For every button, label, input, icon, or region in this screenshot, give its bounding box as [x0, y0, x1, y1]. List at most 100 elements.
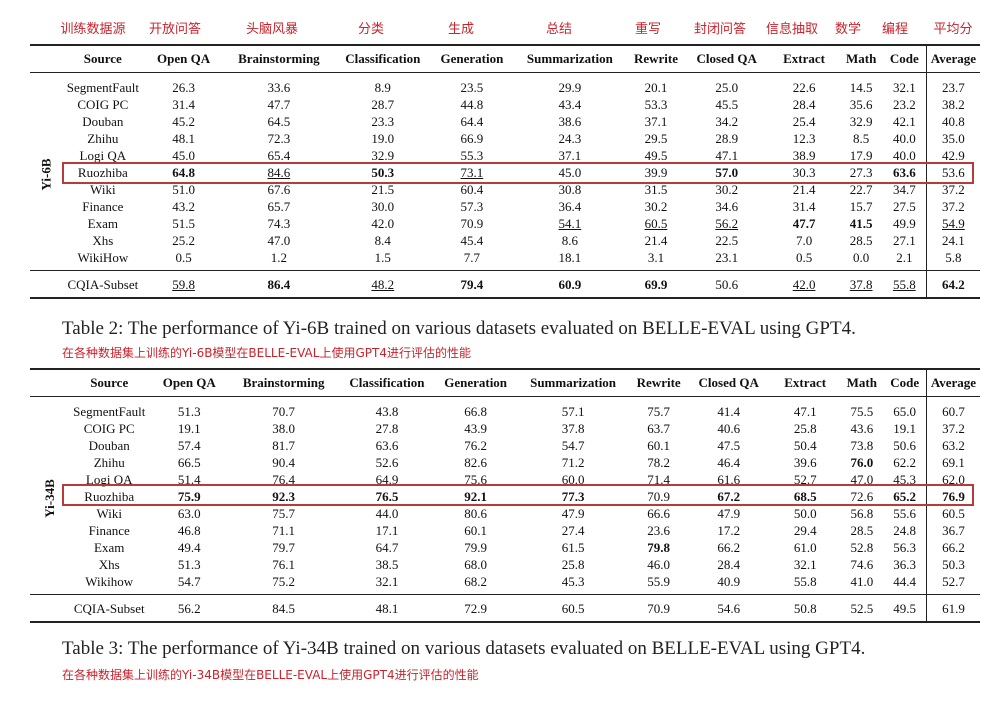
source-cell: Xhs: [92, 233, 114, 248]
column-header: Classification: [334, 44, 432, 73]
value-cell: 64.2: [925, 270, 980, 299]
value-cell: 37.2: [925, 198, 980, 215]
value-cell: 0.5: [795, 250, 813, 265]
value-cell: 57.1: [561, 404, 585, 419]
value-cell: 74.6: [850, 557, 874, 572]
value-cell: 1.5: [374, 250, 391, 265]
value-cell: 49.9: [892, 216, 916, 231]
value-cell: 37.1: [558, 148, 582, 163]
source-cell: Logi QA: [85, 472, 133, 487]
header-row: Source Open QA Brainstorming Classification…: [30, 44, 980, 73]
source-cell: SegmentFault: [66, 80, 139, 95]
table3-caption-zh: 在各种数据集上训练的Yi-34B模型在BELLE-EVAL上使用GPT4进行评估…: [62, 668, 479, 682]
value-cell: 75.7: [272, 506, 296, 521]
column-header: Closed QA: [687, 368, 771, 397]
chinese-header-cell: 封闭问答: [693, 22, 747, 37]
value-cell: 32.1: [375, 574, 399, 589]
value-cell: 76.9: [925, 488, 980, 505]
value-cell: 42.0: [371, 216, 395, 231]
value-cell: 50.4: [793, 438, 817, 453]
column-header: Source: [62, 44, 144, 73]
value-cell: 0.0: [853, 250, 870, 265]
table-row: COIG PC 31.4 47.7 28.7 44.8 43.4 53.3 45.5 28.4 3…: [30, 96, 980, 113]
value-cell: 69.1: [925, 454, 980, 471]
value-cell: 8.6: [561, 233, 578, 248]
value-cell: 15.7: [849, 199, 873, 214]
value-cell: 34.6: [715, 199, 739, 214]
value-cell: 27.4: [561, 523, 585, 538]
value-cell: 38.0: [272, 421, 296, 436]
column-header: Extract: [770, 368, 841, 397]
value-cell: 45.2: [172, 114, 195, 129]
cqia-row: CQIA-Subset 56.2 84.5 48.1 72.9 60.5 70.9 54.6 5…: [30, 594, 980, 623]
value-cell: 60.9: [512, 270, 628, 299]
column-header: Brainstorming: [228, 368, 339, 397]
value-cell: 60.5: [925, 505, 980, 522]
source-cell: Finance: [88, 523, 130, 538]
value-cell: 40.9: [717, 574, 741, 589]
table-row: Wiki 51.0 67.6 21.5 60.4 30.8 31.5 30.2 21.4 22.7…: [30, 181, 980, 198]
value-cell: 76.1: [272, 557, 296, 572]
value-cell: 68.5: [793, 489, 817, 504]
value-cell: 44.0: [375, 506, 399, 521]
value-cell: 38.2: [925, 96, 980, 113]
value-cell: 73.8: [850, 438, 874, 453]
value-cell: 92.1: [464, 489, 488, 504]
value-cell: 45.4: [460, 233, 484, 248]
value-cell: 56.2: [149, 594, 229, 623]
value-cell: 46.8: [177, 523, 201, 538]
source-cell: CQIA-Subset: [68, 594, 150, 623]
table-row: Yi-6B SegmentFault 26.3 33.6 8.9 23.5 29.9 20.1…: [30, 72, 980, 191]
value-cell: 72.6: [850, 489, 874, 504]
value-cell: 27.8: [375, 421, 399, 436]
column-header: Open QA: [149, 368, 229, 397]
value-cell: 50.6: [684, 270, 769, 299]
value-cell: 60.0: [561, 472, 585, 487]
value-cell: 42.0: [768, 270, 840, 299]
value-cell: 30.0: [371, 199, 395, 214]
row-spacer: [30, 270, 63, 299]
value-cell: 63.7: [647, 421, 671, 436]
value-cell: 64.8: [172, 165, 195, 180]
value-cell: 35.0: [925, 130, 980, 147]
table-yi-34b: Source Open QA Brainstorming Classification…: [30, 368, 980, 623]
value-cell: 92.3: [272, 489, 296, 504]
table-row: Zhihu 66.5 90.4 52.6 82.6 71.2 78.2 46.4 39.6 76.…: [30, 454, 980, 471]
source-cell: Douban: [88, 438, 130, 453]
value-cell: 48.1: [172, 131, 195, 146]
value-cell: 57.4: [177, 438, 201, 453]
value-cell: 79.7: [272, 540, 296, 555]
value-cell: 29.5: [644, 131, 668, 146]
value-cell: 76.4: [272, 472, 296, 487]
value-cell: 54.1: [558, 216, 582, 231]
table-row: Wiki 63.0 75.7 44.0 80.6 47.9 66.6 47.9 50.0 56.8…: [30, 505, 980, 522]
table-row: Douban 57.4 81.7 63.6 76.2 54.7 60.1 47.5 50.4 73…: [30, 437, 980, 454]
value-cell: 55.9: [647, 574, 671, 589]
table-row: Xhs 25.2 47.0 8.4 45.4 8.6 21.4 22.5 7.0 28.5 27.1…: [30, 232, 980, 249]
value-cell: 75.6: [464, 472, 488, 487]
value-cell: 75.5: [850, 404, 874, 419]
value-cell: 45.5: [715, 97, 739, 112]
value-cell: 40.0: [892, 148, 916, 163]
value-cell: 20.1: [644, 80, 668, 95]
value-cell: 52.7: [925, 573, 980, 595]
header-spacer: [30, 368, 69, 397]
value-cell: 33.6: [267, 80, 291, 95]
column-header: Math: [840, 368, 884, 397]
value-cell: 57.0: [715, 165, 739, 180]
model-label-text: Yi-34B: [41, 479, 57, 518]
value-cell: 41.5: [849, 216, 873, 231]
value-cell: 86.4: [223, 270, 335, 299]
source-cell: Exam: [94, 540, 125, 555]
value-cell: 60.7: [925, 396, 980, 420]
column-header: Extract: [768, 44, 840, 73]
source-cell: Xhs: [98, 557, 120, 572]
value-cell: 43.6: [850, 421, 874, 436]
value-cell: 23.5: [460, 80, 484, 95]
value-cell: 14.5: [849, 80, 873, 95]
value-cell: 47.1: [793, 404, 817, 419]
value-cell: 32.9: [849, 114, 873, 129]
value-cell: 52.5: [840, 594, 884, 623]
value-cell: 60.1: [464, 523, 488, 538]
table-row: Logi QA 51.4 76.4 64.9 75.6 60.0 71.4 61.6 52.7 4…: [30, 471, 980, 488]
